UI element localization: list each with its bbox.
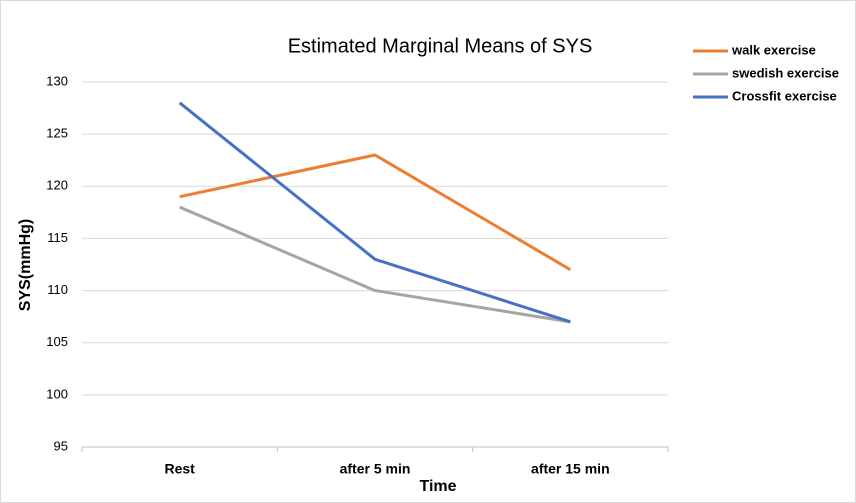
y-tick-label: 95 bbox=[54, 438, 68, 453]
y-tick-label: 110 bbox=[47, 282, 68, 297]
series-line bbox=[179, 205, 571, 324]
x-tick-label: after 5 min bbox=[340, 461, 411, 477]
y-tick-label: 125 bbox=[46, 126, 68, 141]
x-axis-label: Time bbox=[419, 478, 456, 495]
x-tick-label: Rest bbox=[164, 461, 195, 477]
legend-label: walk exercise bbox=[731, 42, 816, 57]
series-line bbox=[178, 101, 571, 324]
legend-label: Crossfit exercise bbox=[732, 88, 837, 103]
x-tick-label: after 15 min bbox=[531, 461, 610, 477]
y-tick-label: 105 bbox=[46, 334, 68, 349]
y-axis-label: SYS(mmHg) bbox=[17, 219, 34, 311]
y-tick-label: 120 bbox=[46, 178, 68, 193]
y-tick-label: 130 bbox=[46, 73, 68, 88]
y-tick-label: 115 bbox=[47, 230, 68, 245]
legend-label: swedish exercise bbox=[732, 65, 839, 80]
chart-title: Estimated Marginal Means of SYS bbox=[288, 35, 593, 57]
y-tick-label: 100 bbox=[46, 386, 68, 401]
series-line bbox=[179, 153, 572, 272]
